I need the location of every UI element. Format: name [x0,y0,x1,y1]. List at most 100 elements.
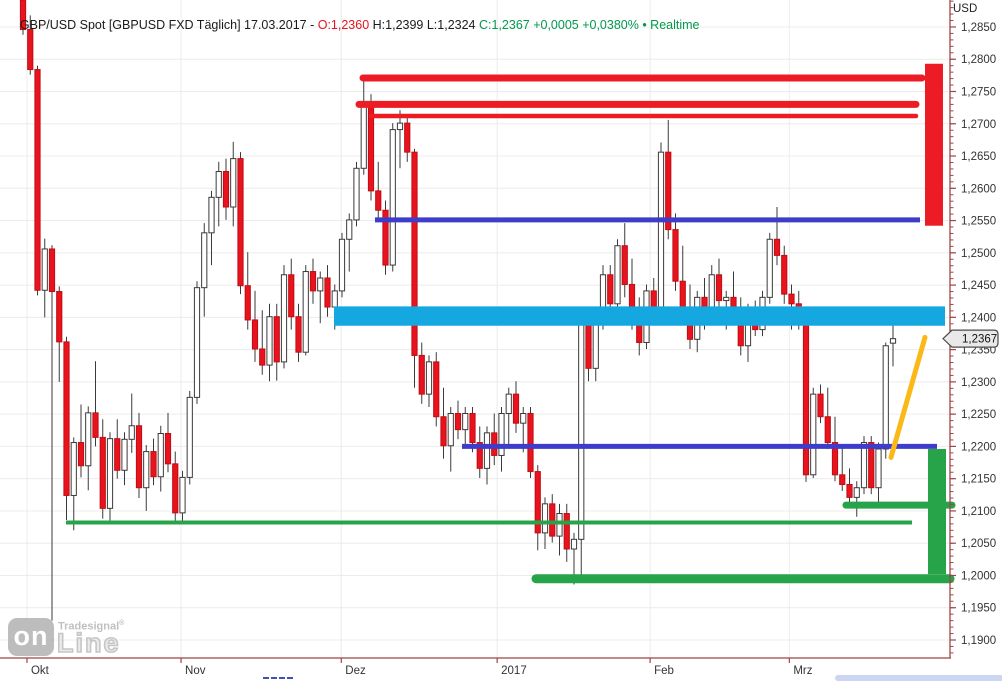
candle [63,336,70,520]
candle-body-up [875,448,882,489]
candle [505,387,512,446]
horizontal-scrollbar-fragment[interactable] [835,675,1002,681]
trend-line[interactable] [888,334,928,460]
candle-body-down [788,293,795,305]
candle-body-up [193,287,201,398]
candle [875,442,882,506]
demand-zone-bar[interactable] [928,448,946,575]
candle-body-down [665,151,672,231]
candle-body-down [773,238,781,256]
candle-body-down [469,413,476,444]
candle-body-up [889,338,897,344]
candle [302,265,309,356]
candle [295,303,302,362]
candle-body-up [143,451,150,489]
candle-body-up [447,413,454,447]
candle [259,310,266,375]
candle [99,419,106,519]
candle [382,200,389,275]
candle [389,123,396,272]
candle-body-down [454,413,462,431]
candle [157,425,164,492]
candle-body-down [48,248,56,293]
candle-body-down [34,69,41,291]
candle [672,213,679,291]
candle-body-up [425,361,433,395]
candle-body-up [541,503,549,534]
candle-body-down [56,291,63,343]
candle-body-up [520,413,527,424]
candle-body-down [273,316,280,363]
candle [288,258,295,330]
y-axis-tick-label: 1,1950 [961,603,996,615]
current-price-tag: 1,2367 [942,329,999,348]
candle [128,393,135,453]
resistance-zone-bar[interactable] [925,63,943,226]
candle [92,361,99,447]
candle-body-down [846,483,853,498]
candle [549,494,556,543]
candle-body-up [317,277,324,292]
candle-body-up [215,171,222,198]
candle-body-down [824,416,831,444]
x-axis: Okt Nov Dez 2017 Feb Mrz [0,657,951,677]
candle-body-down [382,209,389,266]
candle [737,297,744,356]
candle [425,355,433,408]
candle [164,412,172,473]
candle-body-up [860,442,868,489]
candle-body-down [534,471,541,534]
candle-body-down [781,254,788,295]
candle [70,437,77,531]
title-symbol-text: GBP/USD Spot [GBPUSD FXD Täglich] 17.03.… [19,18,318,32]
y-axis-tick-label: 1,2050 [961,538,996,550]
candle-body-down [164,433,172,465]
candle-body-down [607,274,614,305]
candle [121,432,128,486]
candle-body-down [27,29,34,71]
candle [810,387,817,479]
candle-body-up [85,412,92,467]
candle [846,468,853,506]
candle-body-down [309,271,317,292]
candle [462,407,469,446]
candle-body-up [766,238,773,298]
candle [447,407,454,472]
candle-body-down [817,393,824,418]
candle [193,281,201,404]
y-axis-tick-label: 1,2150 [961,474,996,486]
x-axis-tick-label: 2017 [501,665,527,677]
candle-body-up [396,122,404,131]
candle [527,407,534,479]
candle-body-down [222,171,230,208]
y-axis-tick-label: 1,2250 [961,409,996,421]
annotations-layer[interactable] [66,63,956,584]
logo-brand-word: Tradesignal [58,620,120,633]
candle [657,142,665,317]
candle-body-up [128,425,135,440]
logo-brand-text: Tradesignal® [58,620,124,633]
price-tag-value: 1,2367 [962,334,997,346]
candle [19,0,27,35]
candle [34,65,41,296]
candle [824,387,831,449]
candle [556,503,563,556]
candle-body-down [411,151,418,356]
supply-zone-band[interactable] [334,306,945,326]
candle-body-down [868,442,875,489]
candle [77,404,85,478]
candle-body-down [172,463,179,514]
candle [280,265,288,369]
candle-body-down [324,277,331,308]
candle-body-down [527,413,534,473]
candle [179,470,186,523]
candle [440,387,447,459]
candle-body-up [331,290,338,308]
y-axis-tick-label: 1,2700 [961,119,996,131]
candle [404,116,411,162]
candle-body-up [360,103,367,169]
y-axis-tick-label: 1,2100 [961,506,996,518]
candle-body-up [106,438,114,509]
candle-body-up [186,396,193,478]
